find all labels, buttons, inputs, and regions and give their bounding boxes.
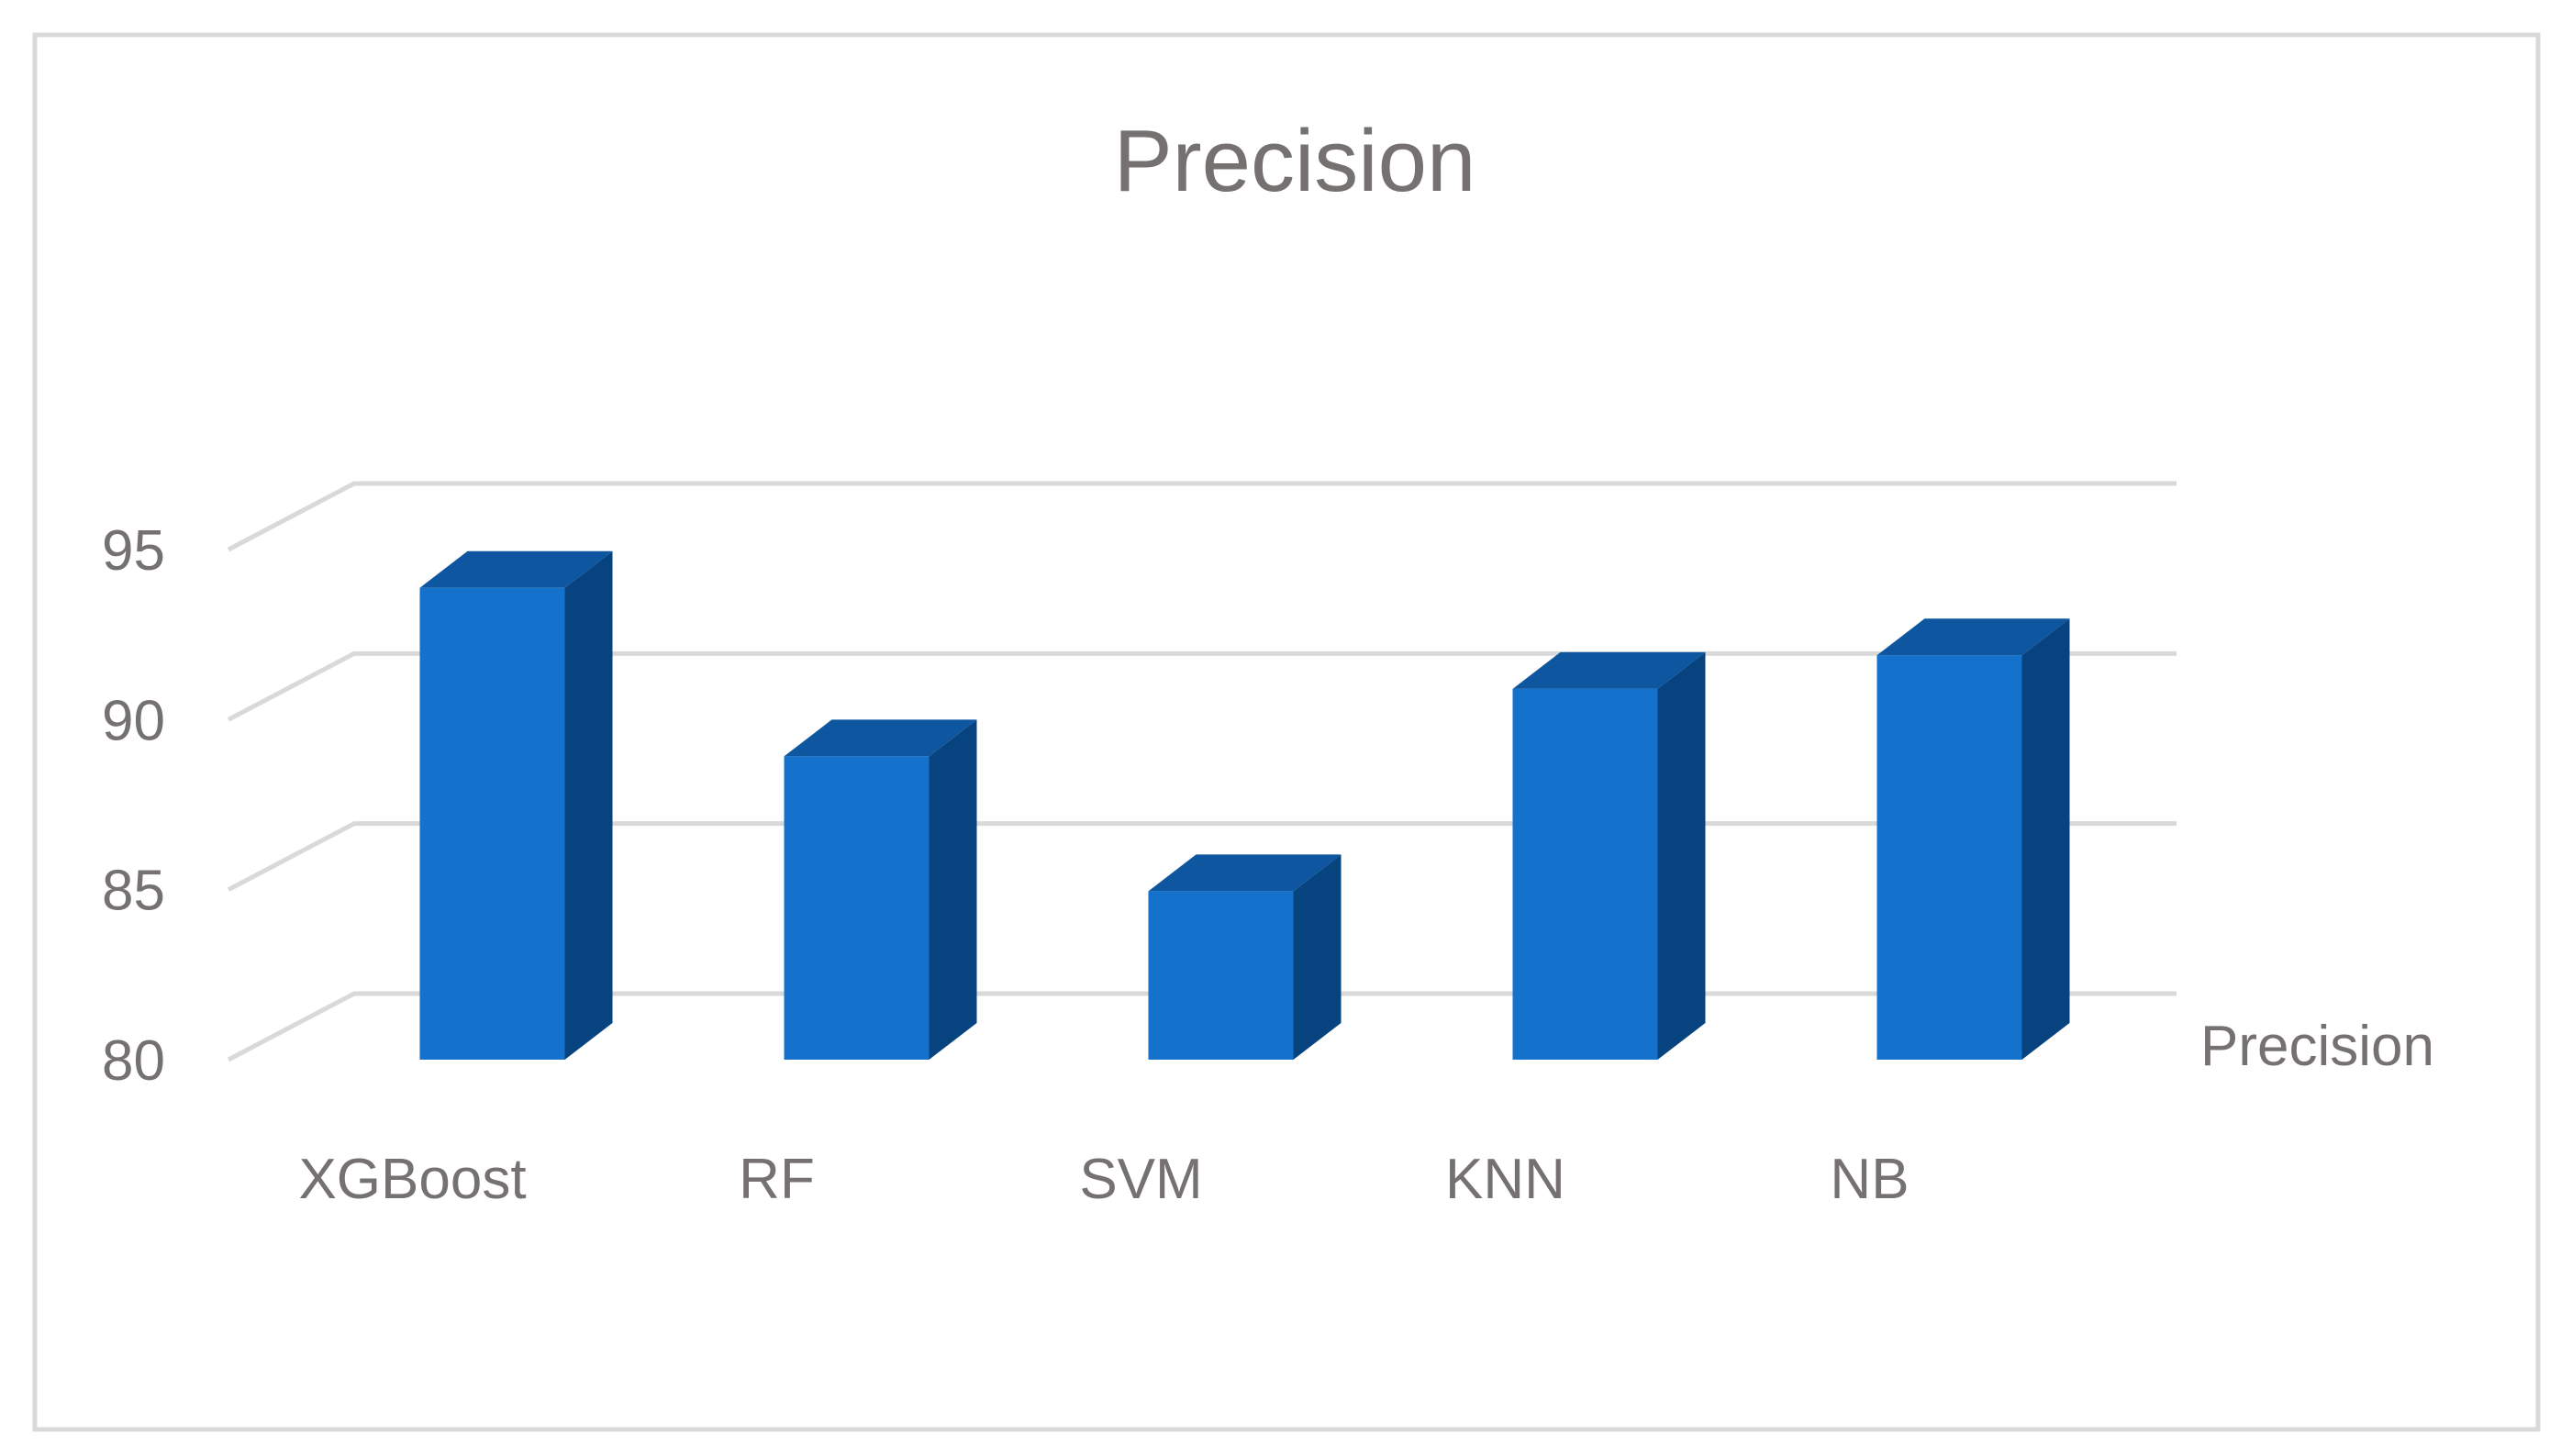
bar-side [929,719,977,1060]
bar [419,550,613,1060]
x-axis-tick-labels: XGBoost RF SVM KNN NB [298,1148,1909,1211]
bar-top [1512,651,1706,689]
bar-front [1512,688,1658,1060]
bar-top [419,550,613,588]
chart-title: Precision [1114,112,1476,210]
bar [1876,618,2070,1060]
bar-top [784,719,977,757]
y-tick-label: 90 [102,689,165,752]
x-tick-label: NB [1830,1148,1909,1211]
bar-front [784,756,930,1060]
legend-entry: Precision [2200,1015,2434,1078]
bar [784,719,977,1060]
x-tick-label: XGBoost [298,1148,526,1211]
x-tick-label: KNN [1445,1148,1565,1211]
bar [1148,854,1342,1060]
bar-top [1876,618,2070,656]
bar-side [564,550,613,1060]
y-axis-tick-labels: 80 85 90 95 [102,519,165,1093]
y-tick-label: 80 [102,1029,165,1093]
bar-front [1876,655,2022,1060]
bar-side [1657,651,1706,1060]
bar-side [2021,618,2070,1060]
y-tick-label: 95 [102,519,165,583]
bar-top [1148,854,1342,892]
x-tick-label: RF [739,1148,815,1211]
gridline [227,481,2177,552]
bar-side [1293,854,1342,1060]
bar [1512,651,1706,1060]
x-tick-label: SVM [1079,1148,1202,1211]
bars [419,550,2070,1060]
bar-front [419,587,565,1060]
y-tick-label: 85 [102,860,165,923]
chart-border [32,32,2541,1432]
bar-front [1148,891,1294,1060]
